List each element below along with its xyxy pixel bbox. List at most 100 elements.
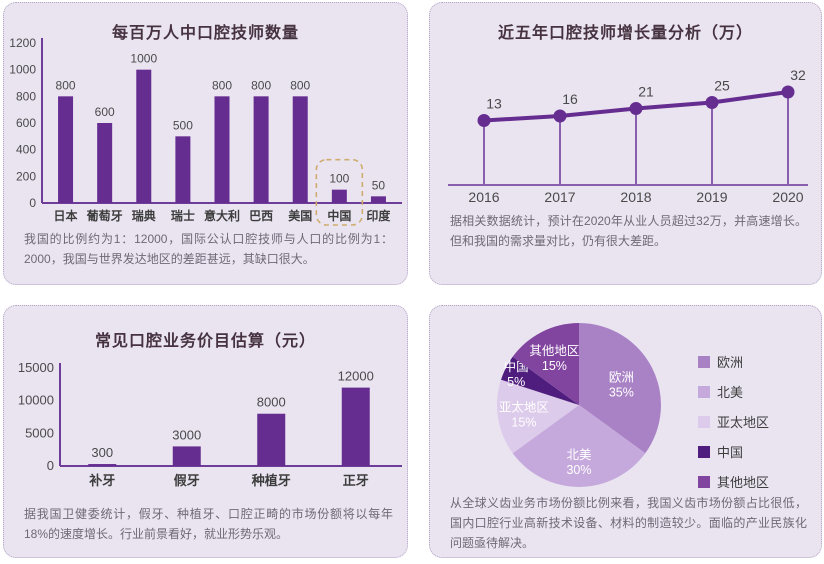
chart-label: 意大利: [204, 208, 240, 223]
chart-title-technicians: 每百万人中口腔技师数量: [111, 25, 299, 42]
chart-label: 正牙: [343, 473, 369, 488]
chart-label: 2019: [696, 189, 727, 205]
chart-label: 800: [56, 78, 76, 92]
chart-label: 5000: [25, 425, 54, 440]
chart-label: 补牙: [88, 473, 115, 488]
chart-label: 2017: [544, 189, 575, 205]
chart-label: 500: [173, 118, 193, 132]
chart-label: 800: [212, 78, 232, 92]
bar-种植牙: [257, 413, 286, 466]
chart-label: 日本: [54, 208, 78, 223]
legend-swatch-icon: [698, 415, 710, 428]
chart-label: 种植牙: [251, 473, 291, 488]
chart-label: 瑞士: [171, 208, 195, 223]
legend-label: 北美: [717, 385, 744, 400]
chart-label: 2020: [772, 189, 803, 205]
chart-label: 假牙: [174, 473, 200, 488]
pie-slice-中国: [501, 356, 579, 405]
data-point-2019: [705, 96, 719, 109]
chart-label: 600: [16, 116, 36, 130]
note-prices: 据我国卫健委统计，假牙、种植牙、口腔正畸的市场份额将以每年18%的速度增长。行业…: [24, 507, 393, 542]
pie-slice-欧洲: [579, 323, 661, 454]
chart-label: 美国: [288, 208, 312, 223]
chart-label: 0: [29, 196, 36, 210]
legend-swatch-icon: [698, 445, 710, 458]
chart-label: 400: [16, 143, 36, 157]
chart-label: 32: [790, 67, 806, 83]
bar-印度: [370, 196, 386, 203]
legend-item-其他地区: 其他地区: [698, 472, 769, 491]
chart-label: 13: [486, 96, 502, 112]
chart-label: 15000: [18, 360, 54, 375]
pie-chart-market-share: 欧洲 35% 北美 30% 亚太地区 15% 中国 5% 其他地区 15%: [494, 320, 664, 495]
chart-title-growth: 近五年口腔技师增长量分析（万）: [497, 25, 753, 42]
legend-item-亚太地区: 亚太地区: [698, 412, 769, 431]
legend-item-北美: 北美: [698, 382, 769, 401]
bar-正牙: [341, 387, 370, 466]
bar-chart-prices: 0 5000 10000 15000 300 补牙 3000 假牙 8000 种植牙 12000 正牙: [10, 358, 406, 513]
data-point-2020: [781, 85, 795, 99]
bar-意大利: [214, 96, 230, 203]
bar-瑞士: [175, 136, 191, 203]
chart-label: 12000: [338, 369, 374, 384]
chart-label: 8000: [257, 395, 286, 410]
chart-label: 1000: [130, 52, 157, 66]
legend-label: 亚太地区: [717, 415, 770, 430]
chart-label: 印度: [366, 208, 391, 223]
panel-price-estimate: 常见口腔业务价目估算（元） 0 5000 10000 15000 300 补牙 3000 假牙…: [3, 305, 408, 558]
bar-中国: [331, 189, 347, 203]
note-growth: 据相关数据统计，预计在2020年从业人员超过32万，并高速增长。但和我国的需求量…: [450, 214, 807, 249]
panel-technicians-per-million: 每百万人中口腔技师数量 0 200 400 600 800 1000 1200 800 日本 60…: [3, 2, 408, 285]
bar-日本: [58, 96, 74, 203]
chart-label: 1000: [9, 63, 36, 77]
chart-label: 1200: [9, 36, 36, 50]
pie-slice-label: 其他地区 15%: [529, 344, 579, 373]
chart-label: 3000: [172, 427, 201, 442]
legend-label: 中国: [717, 445, 744, 460]
chart-label: 200: [16, 169, 36, 183]
bar-补牙: [88, 464, 117, 466]
bar-瑞典: [136, 69, 152, 203]
chart-label: 50: [372, 178, 386, 192]
chart-label: 25: [714, 78, 730, 94]
chart-label: 100: [329, 172, 349, 186]
growth-line-svg: 13 2016 16 2017 21 2018 25 2019 32 2020: [448, 67, 808, 205]
legend-item-中国: 中国: [698, 442, 769, 461]
bar-chart-technicians: 0 200 400 600 800 1000 1200 800 日本 600 葡萄牙 1000 瑞典 50…: [6, 31, 406, 232]
legend-swatch-icon: [698, 475, 710, 488]
chart-label: 2018: [620, 189, 651, 205]
chart-label: 16: [562, 91, 578, 107]
bar-巴西: [253, 96, 269, 203]
pie-slice-label: 北美 30%: [566, 448, 591, 477]
legend-item-欧洲: 欧洲: [698, 352, 769, 371]
bar-葡萄牙: [97, 123, 113, 203]
data-point-2018: [629, 102, 643, 115]
chart-label: 800: [16, 89, 36, 103]
chart-label: 0: [47, 458, 54, 473]
chart-label: 800: [251, 78, 271, 92]
pie-slice-其他地区: [512, 323, 579, 405]
bar-假牙: [172, 446, 201, 466]
prices-bar-svg: 0 5000 10000 15000 300 补牙 3000 假牙 8000 种植牙 12000 正牙: [18, 360, 402, 488]
legend-label: 其他地区: [717, 475, 770, 490]
highlight-box-中国: [315, 158, 364, 226]
pie-slice-label: 亚太地区 15%: [499, 400, 549, 430]
pie-legend: 欧洲北美亚太地区中国其他地区: [698, 352, 769, 502]
chart-label: 10000: [18, 393, 54, 408]
legend-swatch-icon: [698, 385, 710, 398]
line-chart-growth: 13 2016 16 2017 21 2018 25 2019 32 2020: [444, 59, 816, 216]
chart-label: 21: [638, 84, 654, 100]
chart-label: 中国: [327, 208, 351, 223]
data-point-2017: [553, 109, 567, 123]
chart-label: 葡萄牙: [86, 208, 123, 223]
pie-slice-label: 中国 5%: [504, 359, 529, 389]
legend-swatch-icon: [698, 355, 710, 368]
chart-label: 瑞典: [132, 208, 156, 223]
panel-growth-analysis: 近五年口腔技师增长量分析（万） 13 2016 16 2017 21 2018 25 2019…: [429, 2, 822, 285]
chart-label: 300: [91, 445, 113, 460]
note-market-share: 从全球义齿业务市场份额比例来看，我国义齿市场份额占比很低，国内口腔行业高新技术设…: [450, 496, 807, 550]
bar-美国: [292, 96, 308, 203]
technicians-bar-svg: 0 200 400 600 800 1000 1200 800 日本 600 葡萄牙 1000 瑞典 50…: [9, 36, 402, 226]
legend-label: 欧洲: [717, 355, 744, 370]
chart-title-prices: 常见口腔业务价目估算（元）: [94, 333, 316, 350]
